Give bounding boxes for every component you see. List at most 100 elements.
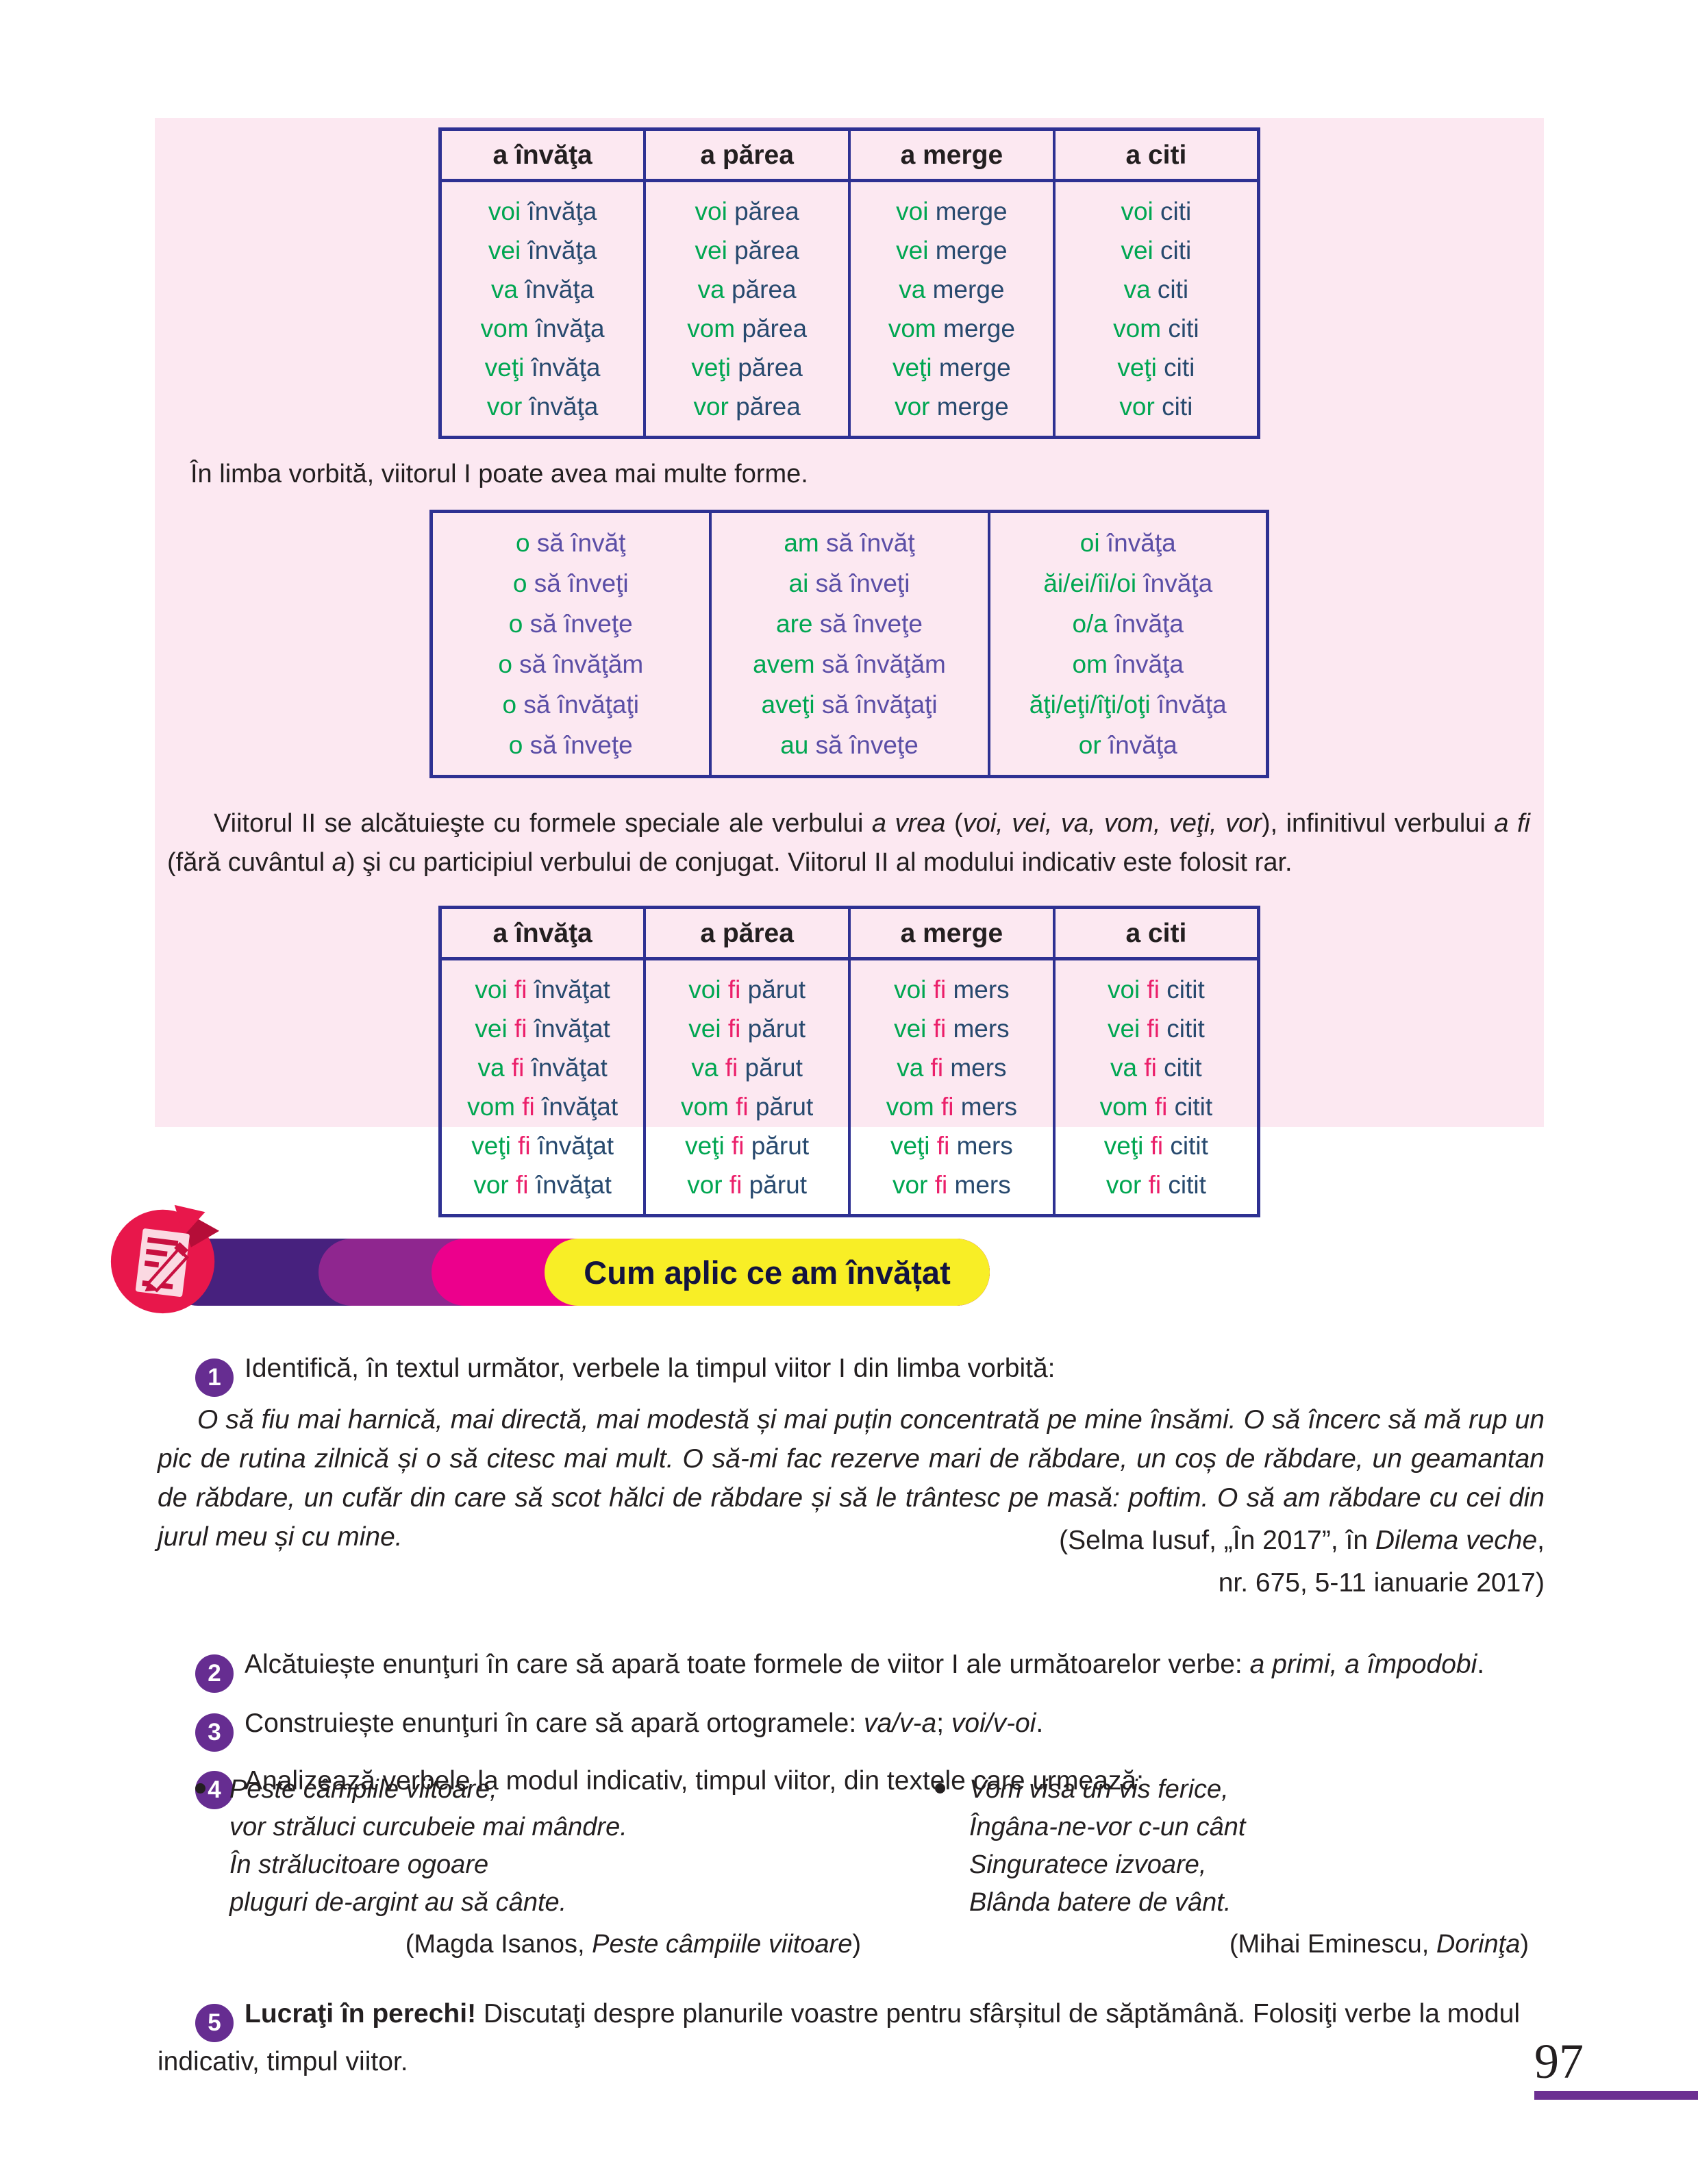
table-cell: vor fi citit [1052,1165,1259,1216]
text-segment: voi [1121,197,1153,225]
text-segment: merge [932,353,1011,382]
text-segment: or [1078,730,1101,759]
text-segment: învăţa [1101,730,1177,759]
table-cell: ai să înveţi [708,563,989,604]
text-segment: o/a [1072,609,1108,638]
text-segment: învăţat [534,1092,619,1121]
text-segment: învăţa [1099,528,1176,557]
text-segment: părea [727,197,799,225]
text-segment: o [498,649,512,678]
table-cell: voi citi [1052,180,1259,231]
text-segment: vor [486,392,523,421]
table-row: voi învăţa voi părea voi merge voi citi [440,180,1259,231]
text-segment: vei [488,236,521,264]
table-cell: va fi citit [1052,1048,1259,1087]
exercise-4: 4 Analizează verbele la modul indicativ, … [158,1761,1547,1809]
text-segment: ăţi/eţi/îţi/oţi [1029,690,1151,719]
text-segment: fi [927,1170,948,1199]
text-segment: învăţa [1107,609,1184,638]
table-row: vei învăţa vei părea vei merge vei citi [440,231,1259,270]
table-cell: am să învăţ [708,511,989,563]
text-segment: părut [740,975,806,1004]
table-cell: vor citi [1052,387,1259,438]
text-segment: Peste câmpiile viitoare [592,1930,853,1959]
text-segment: părut [738,1053,803,1082]
table-cell: ăi/ei/îi/oi învăţa [987,563,1268,604]
text-segment: fi [507,1014,527,1043]
text-segment: aveţi [761,690,815,719]
table-cell: o/a învăţa [987,604,1268,644]
text-segment: citit [1160,975,1205,1004]
text-segment: ) [852,1930,861,1959]
table-cell: o să învăţăm [432,644,710,684]
text-segment: vor [473,1170,509,1199]
table-cell: vei învăţa [440,231,645,270]
text-segment: nr. 675, 5-11 ianuarie 2017) [1218,1568,1545,1598]
text-segment: veţi [484,353,525,382]
poem-line: Îngâna-ne-vor c-un cânt [969,1813,1246,1841]
text-segment: învăţa [521,236,597,264]
text-segment: învăţat [527,975,610,1004]
table-cell: oi învăţa [987,511,1268,563]
text-segment: vor [693,392,729,421]
text-segment: părea [728,392,801,421]
text-segment: învăţat [530,1131,614,1160]
text-segment: (Magda Isanos, [405,1930,592,1959]
text-segment: Analizează verbele la modul indicativ, t… [245,1766,1144,1796]
text-segment: veţi [471,1131,511,1160]
text-segment: fi [728,1092,749,1121]
text-segment: vei [894,1014,927,1043]
text-segment: fi [721,975,741,1004]
text-segment: a fi [1494,809,1531,838]
text-segment: părut [744,1131,810,1160]
table-cell: veţi fi învăţat [440,1126,645,1165]
text-segment: citit [1161,1170,1206,1199]
table-header-cell: a merge [848,129,1054,182]
table-cell: o să învăţaţi [432,684,710,725]
text-segment: învăţat [524,1053,608,1082]
poem-line: Blânda batere de vânt. [969,1888,1232,1917]
text-segment: citi [1154,392,1193,421]
poem-eminescu-attribution: (Mihai Eminescu, Dorinţa) [969,1926,1548,1963]
text-segment: fi [923,1053,944,1082]
text-segment: vei [896,236,929,264]
banner-segment-yellow: Cum aplic ce am învățat [545,1239,990,1306]
text-segment: să învăţaţi [516,690,639,719]
exercise-5-number-badge: 5 [195,2004,234,2042]
poem-line: pluguri de-argint au să cânte. [229,1888,567,1917]
conjugation-table: o să învăţ am să învăţ oi învăţa o să înveţ… [429,510,1269,778]
future-simple-table: a învăţa a părea a merge a citi voi învăţa vo… [438,127,1260,439]
table-row: va învăţa va părea va merge va citi [440,270,1259,309]
section-title: Cum aplic ce am învățat [584,1254,951,1291]
text-segment: învăţa [1107,649,1184,678]
text-segment: voi [688,975,721,1004]
table-cell: vom citi [1052,309,1259,348]
poem-eminescu: Vom visa un vis ferice, Îngâna-ne-vor c-u… [935,1771,1548,1963]
text-segment: să înveţe [523,609,633,638]
text-segment: veţi [1103,1131,1144,1160]
table-cell: voi fi părut [643,958,849,1009]
table-cell: veţi părea [643,348,849,387]
text-segment: vor [687,1170,723,1199]
text-segment: , [1537,1526,1545,1555]
poem-isanos-attribution: (Magda Isanos, Peste câmpiile viitoare) [229,1926,880,1963]
text-segment: vei [1121,236,1153,264]
table-row: vom învăţa vom părea vom merge vom citi [440,309,1259,348]
table-cell: vei citi [1052,231,1259,270]
table-cell: are să înveţe [708,604,989,644]
text-segment: . [1036,1709,1044,1738]
text-segment: Identifică, în textul următor, verbele l… [245,1354,1056,1383]
text-segment: fi [510,1131,531,1160]
text-segment: părea [727,236,799,264]
text-segment: ai [788,569,809,597]
text-segment: a [332,848,347,877]
table-cell: va merge [848,270,1054,309]
text-segment: vor [895,392,930,421]
text-segment: fi [929,1131,950,1160]
text-segment: să învăţaţi [814,690,938,719]
text-segment: mers [946,1014,1010,1043]
text-segment: vei [695,236,727,264]
table-header-cell: a părea [643,129,849,182]
table-cell: vei fi învăţat [440,1009,645,1048]
text-segment: fi [926,1014,947,1043]
